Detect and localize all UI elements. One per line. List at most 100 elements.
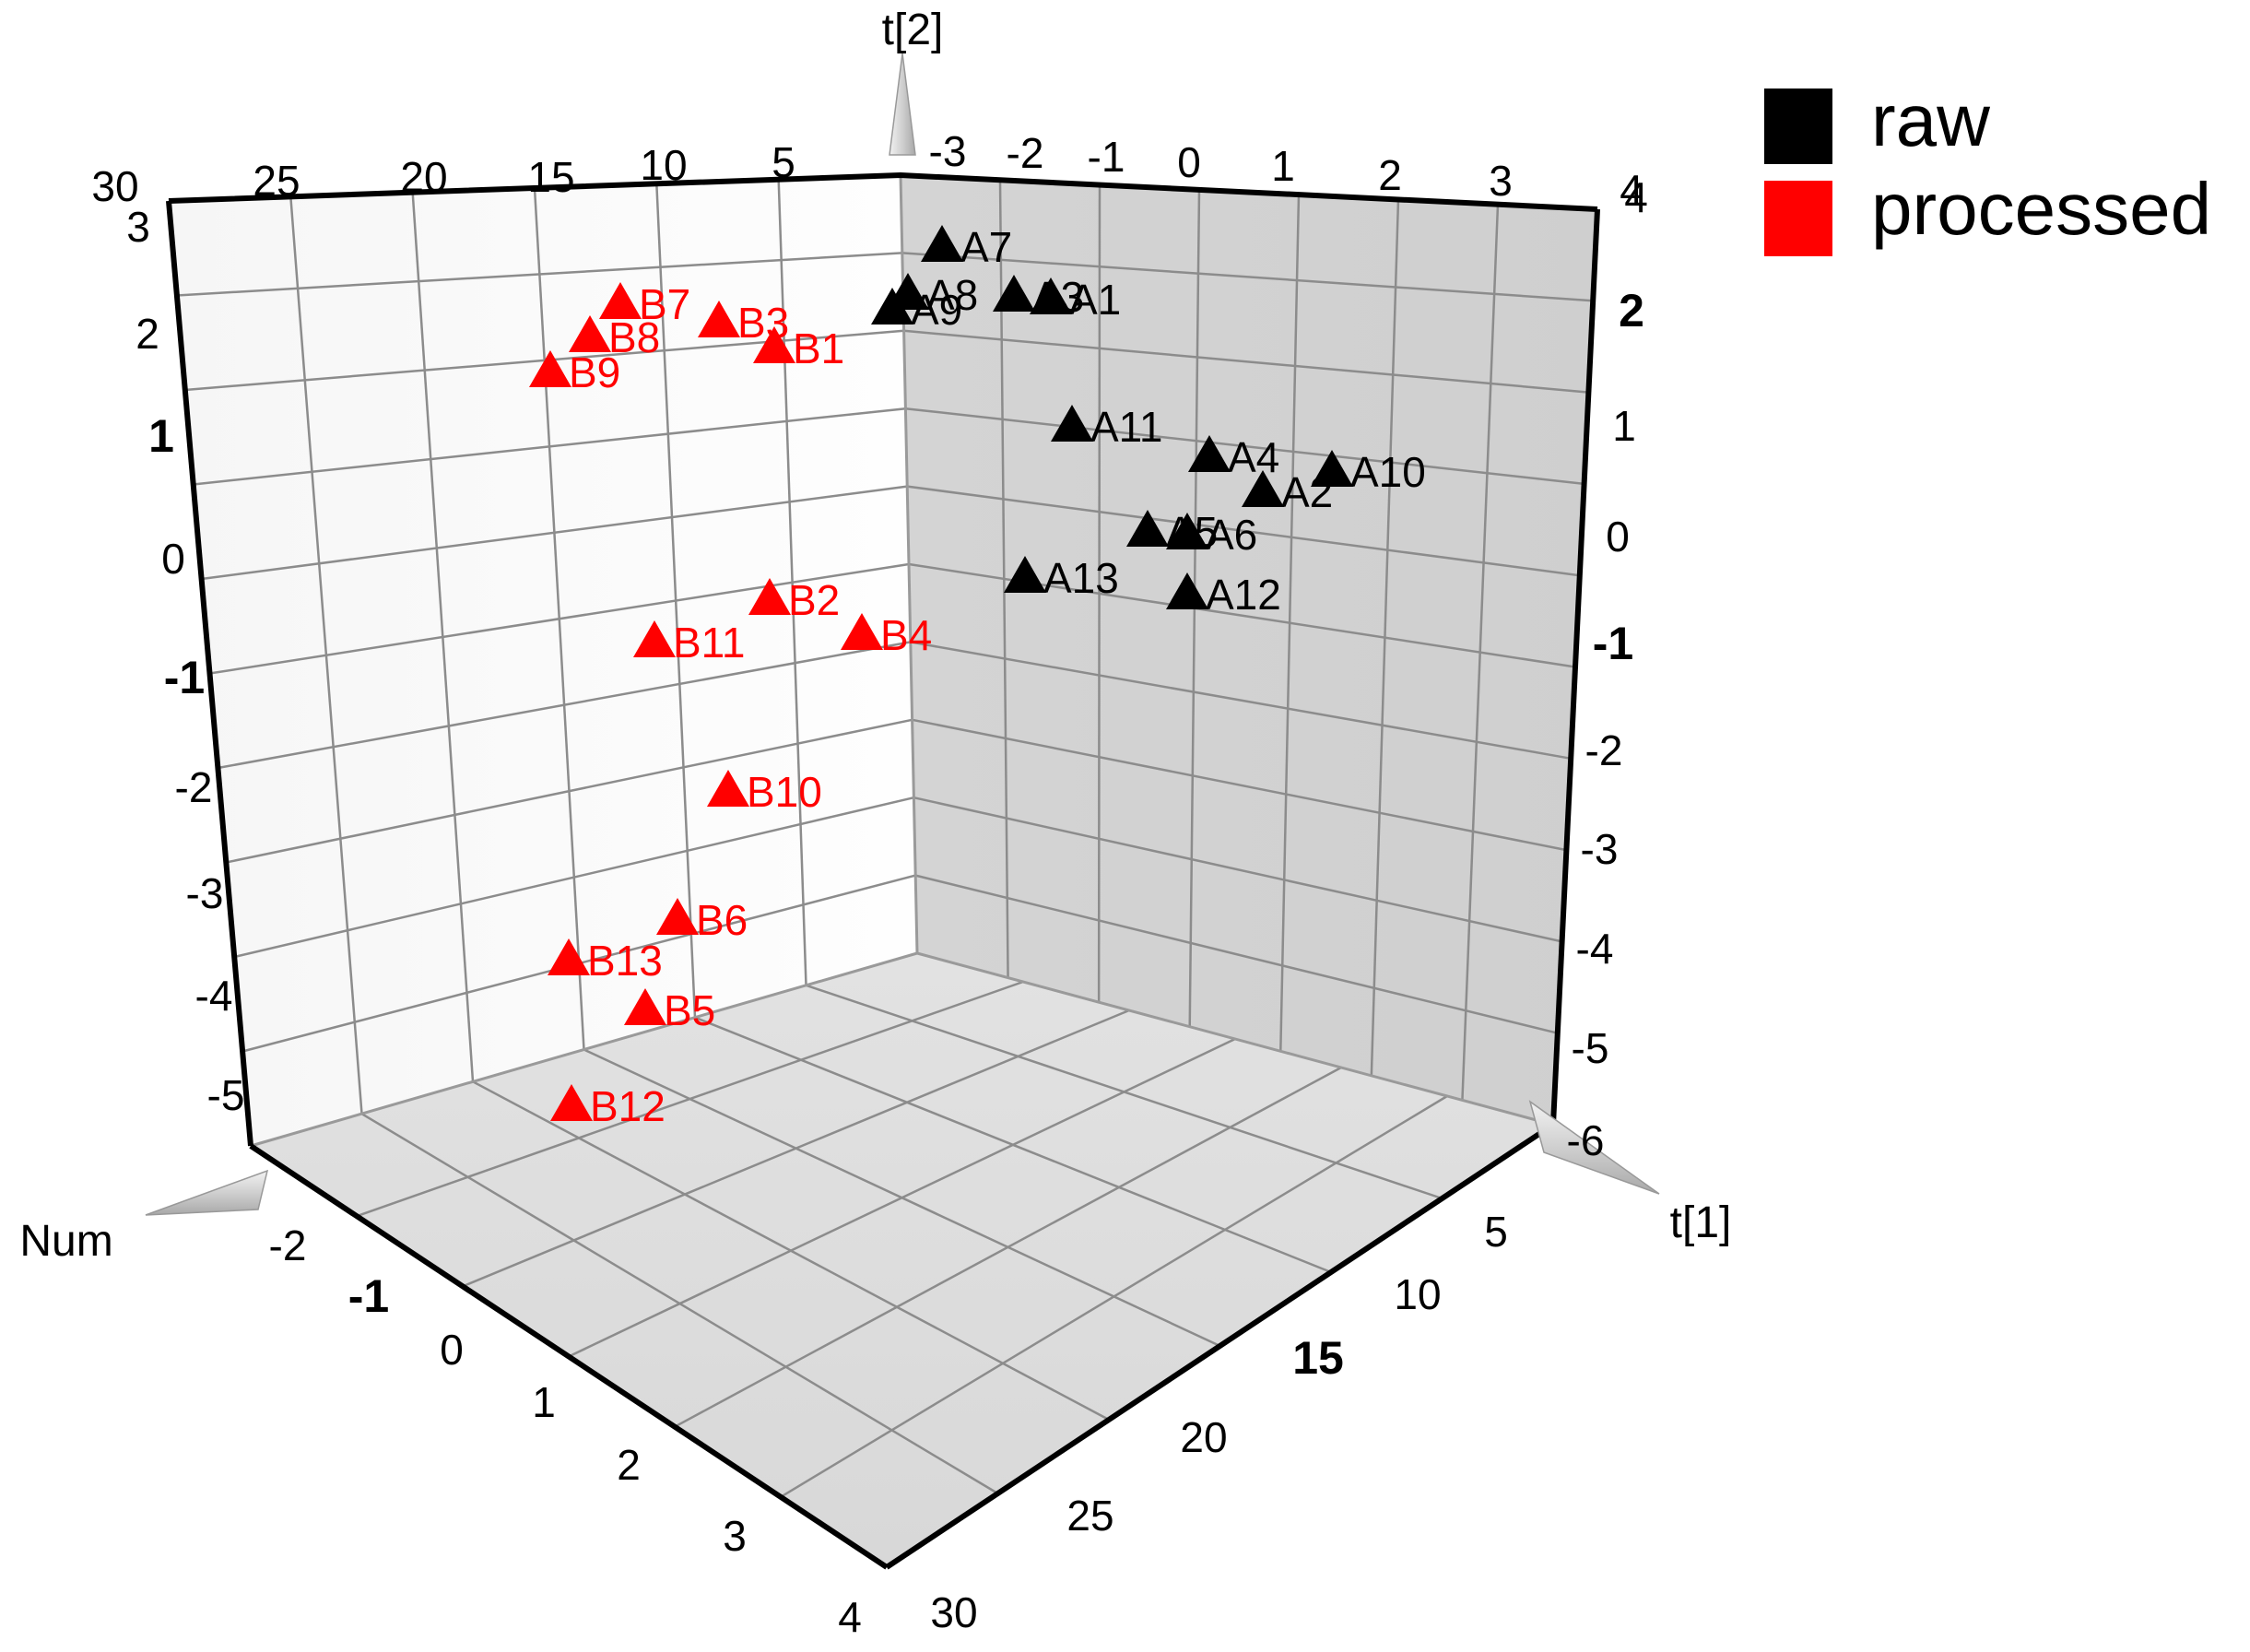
tick-top: 15 bbox=[527, 153, 574, 201]
grid-line bbox=[655, 183, 697, 1018]
legend-swatch-raw bbox=[1764, 88, 1832, 164]
tick-y-right: 1 bbox=[1612, 402, 1636, 450]
legend-swatch-processed bbox=[1764, 181, 1832, 256]
axis-arrow-x bbox=[1528, 1100, 1660, 1195]
tick-z: -2 bbox=[269, 1221, 307, 1269]
data-point-A3 bbox=[993, 275, 1035, 312]
grid-line bbox=[901, 252, 1594, 302]
tick-y-left: -4 bbox=[195, 972, 233, 1020]
tick-y-left: 1 bbox=[148, 410, 174, 462]
axis-names: t[2] t[1] Num bbox=[19, 6, 1731, 1266]
tick-top: 5 bbox=[772, 138, 795, 186]
axis-name-y: t[2] bbox=[882, 6, 944, 54]
data-point-A7 bbox=[921, 225, 963, 262]
data-label-B1: B1 bbox=[793, 324, 844, 372]
frame-floor-right bbox=[885, 1122, 1555, 1570]
data-label-A9: A9 bbox=[911, 286, 962, 334]
data-label-A6: A6 bbox=[1206, 511, 1257, 559]
inner-edge bbox=[916, 951, 1554, 1127]
tick-y-right: -6 bbox=[1567, 1116, 1605, 1164]
inner-edge bbox=[250, 951, 918, 1148]
grid-line bbox=[912, 718, 1567, 852]
tick-x: 20 bbox=[1180, 1413, 1227, 1461]
axis-arrow-z bbox=[145, 1169, 269, 1216]
grid-line bbox=[905, 407, 1584, 486]
axis-frame bbox=[166, 171, 1600, 1570]
grid-line bbox=[998, 180, 1009, 978]
data-label-A11: A11 bbox=[1090, 403, 1162, 451]
data-label-A8: A8 bbox=[926, 271, 978, 319]
grid-line bbox=[806, 984, 1443, 1200]
data-label-A13: A13 bbox=[1043, 554, 1119, 602]
tick-y-right: -5 bbox=[1572, 1024, 1609, 1072]
data-label-A1: A1 bbox=[1069, 276, 1121, 324]
data-label-B12: B12 bbox=[590, 1082, 666, 1130]
frame-left bbox=[166, 200, 253, 1147]
data-point-B1 bbox=[753, 326, 795, 363]
grid-line bbox=[289, 196, 363, 1115]
tick-z: 2 bbox=[617, 1441, 641, 1489]
data-point-B8 bbox=[569, 315, 611, 352]
tick-y-right: 2 bbox=[1619, 285, 1644, 336]
grid-line bbox=[694, 1016, 1332, 1274]
grid-lines bbox=[176, 174, 1594, 1498]
tick-y-left: -1 bbox=[164, 652, 205, 703]
data-label-A7: A7 bbox=[960, 223, 1012, 271]
back-wall bbox=[169, 175, 917, 1146]
grid-line bbox=[910, 641, 1572, 761]
grid-line bbox=[914, 874, 1559, 1034]
tick-x: 30 bbox=[930, 1588, 977, 1636]
data-label-B4: B4 bbox=[880, 611, 932, 659]
grid-line bbox=[583, 1048, 1221, 1348]
data-label-A2: A2 bbox=[1281, 468, 1333, 516]
tick-y-right: 0 bbox=[1606, 513, 1630, 560]
data-label-A4: A4 bbox=[1228, 433, 1279, 481]
tick-x: 15 bbox=[1292, 1332, 1344, 1384]
tick-y-right: -4 bbox=[1576, 925, 1614, 973]
data-point-A11 bbox=[1051, 405, 1093, 442]
tick-top: 4 bbox=[1620, 166, 1643, 214]
data-label-A10: A10 bbox=[1350, 448, 1426, 496]
tick-z: 1 bbox=[532, 1378, 556, 1426]
tick-y-left: 0 bbox=[161, 535, 185, 583]
data-point-A12 bbox=[1166, 572, 1208, 609]
tick-y-left: 2 bbox=[135, 310, 159, 358]
axis-arrows bbox=[145, 53, 1660, 1216]
data-point-A10 bbox=[1311, 450, 1353, 487]
tick-labels: 30 25 20 15 10 5 -3 -2 -1 0 1 2 3 43210-1-2-3-4-54210… bbox=[91, 127, 1647, 1641]
tick-top: 30 bbox=[91, 162, 138, 210]
tick-top: 0 bbox=[1177, 138, 1201, 186]
tick-y-left: -3 bbox=[186, 869, 224, 917]
tick-top: 1 bbox=[1271, 142, 1295, 190]
tick-top: 20 bbox=[400, 153, 447, 201]
data-label-B2: B2 bbox=[788, 576, 840, 624]
data-point-A2 bbox=[1242, 470, 1284, 507]
data-label-B11: B11 bbox=[673, 619, 745, 667]
tick-top: -3 bbox=[929, 127, 967, 175]
grid-line bbox=[472, 1080, 1110, 1422]
data-point-B13 bbox=[548, 938, 590, 975]
tick-x: 5 bbox=[1484, 1208, 1508, 1256]
tick-z: -1 bbox=[348, 1270, 389, 1322]
tick-top: 3 bbox=[1489, 157, 1513, 205]
grid-line bbox=[1461, 204, 1500, 1101]
tick-top: 25 bbox=[253, 157, 300, 205]
legend: raw processed bbox=[1764, 79, 2211, 256]
tick-z: 0 bbox=[440, 1326, 464, 1374]
grid-line bbox=[533, 187, 585, 1050]
tick-y-right: -2 bbox=[1585, 726, 1623, 774]
data-points: A7A8A3A1A9A11A4A10A2A5A6A13A12B7B8B3B1B9… bbox=[529, 223, 1426, 1130]
data-point-B2 bbox=[748, 578, 791, 615]
tick-x: 10 bbox=[1394, 1270, 1441, 1318]
data-point-A9 bbox=[871, 288, 913, 324]
data-point-A5 bbox=[1126, 510, 1169, 547]
data-label-A12: A12 bbox=[1206, 571, 1281, 619]
tick-top: -1 bbox=[1088, 133, 1125, 181]
frame-floor-left bbox=[249, 1143, 889, 1570]
tick-y-right: -1 bbox=[1593, 618, 1633, 669]
data-point-B10 bbox=[707, 770, 749, 807]
grid-line bbox=[913, 796, 1562, 943]
tick-top: 2 bbox=[1378, 151, 1402, 199]
tick-y-left: -2 bbox=[175, 763, 213, 811]
grid-line bbox=[903, 329, 1589, 394]
